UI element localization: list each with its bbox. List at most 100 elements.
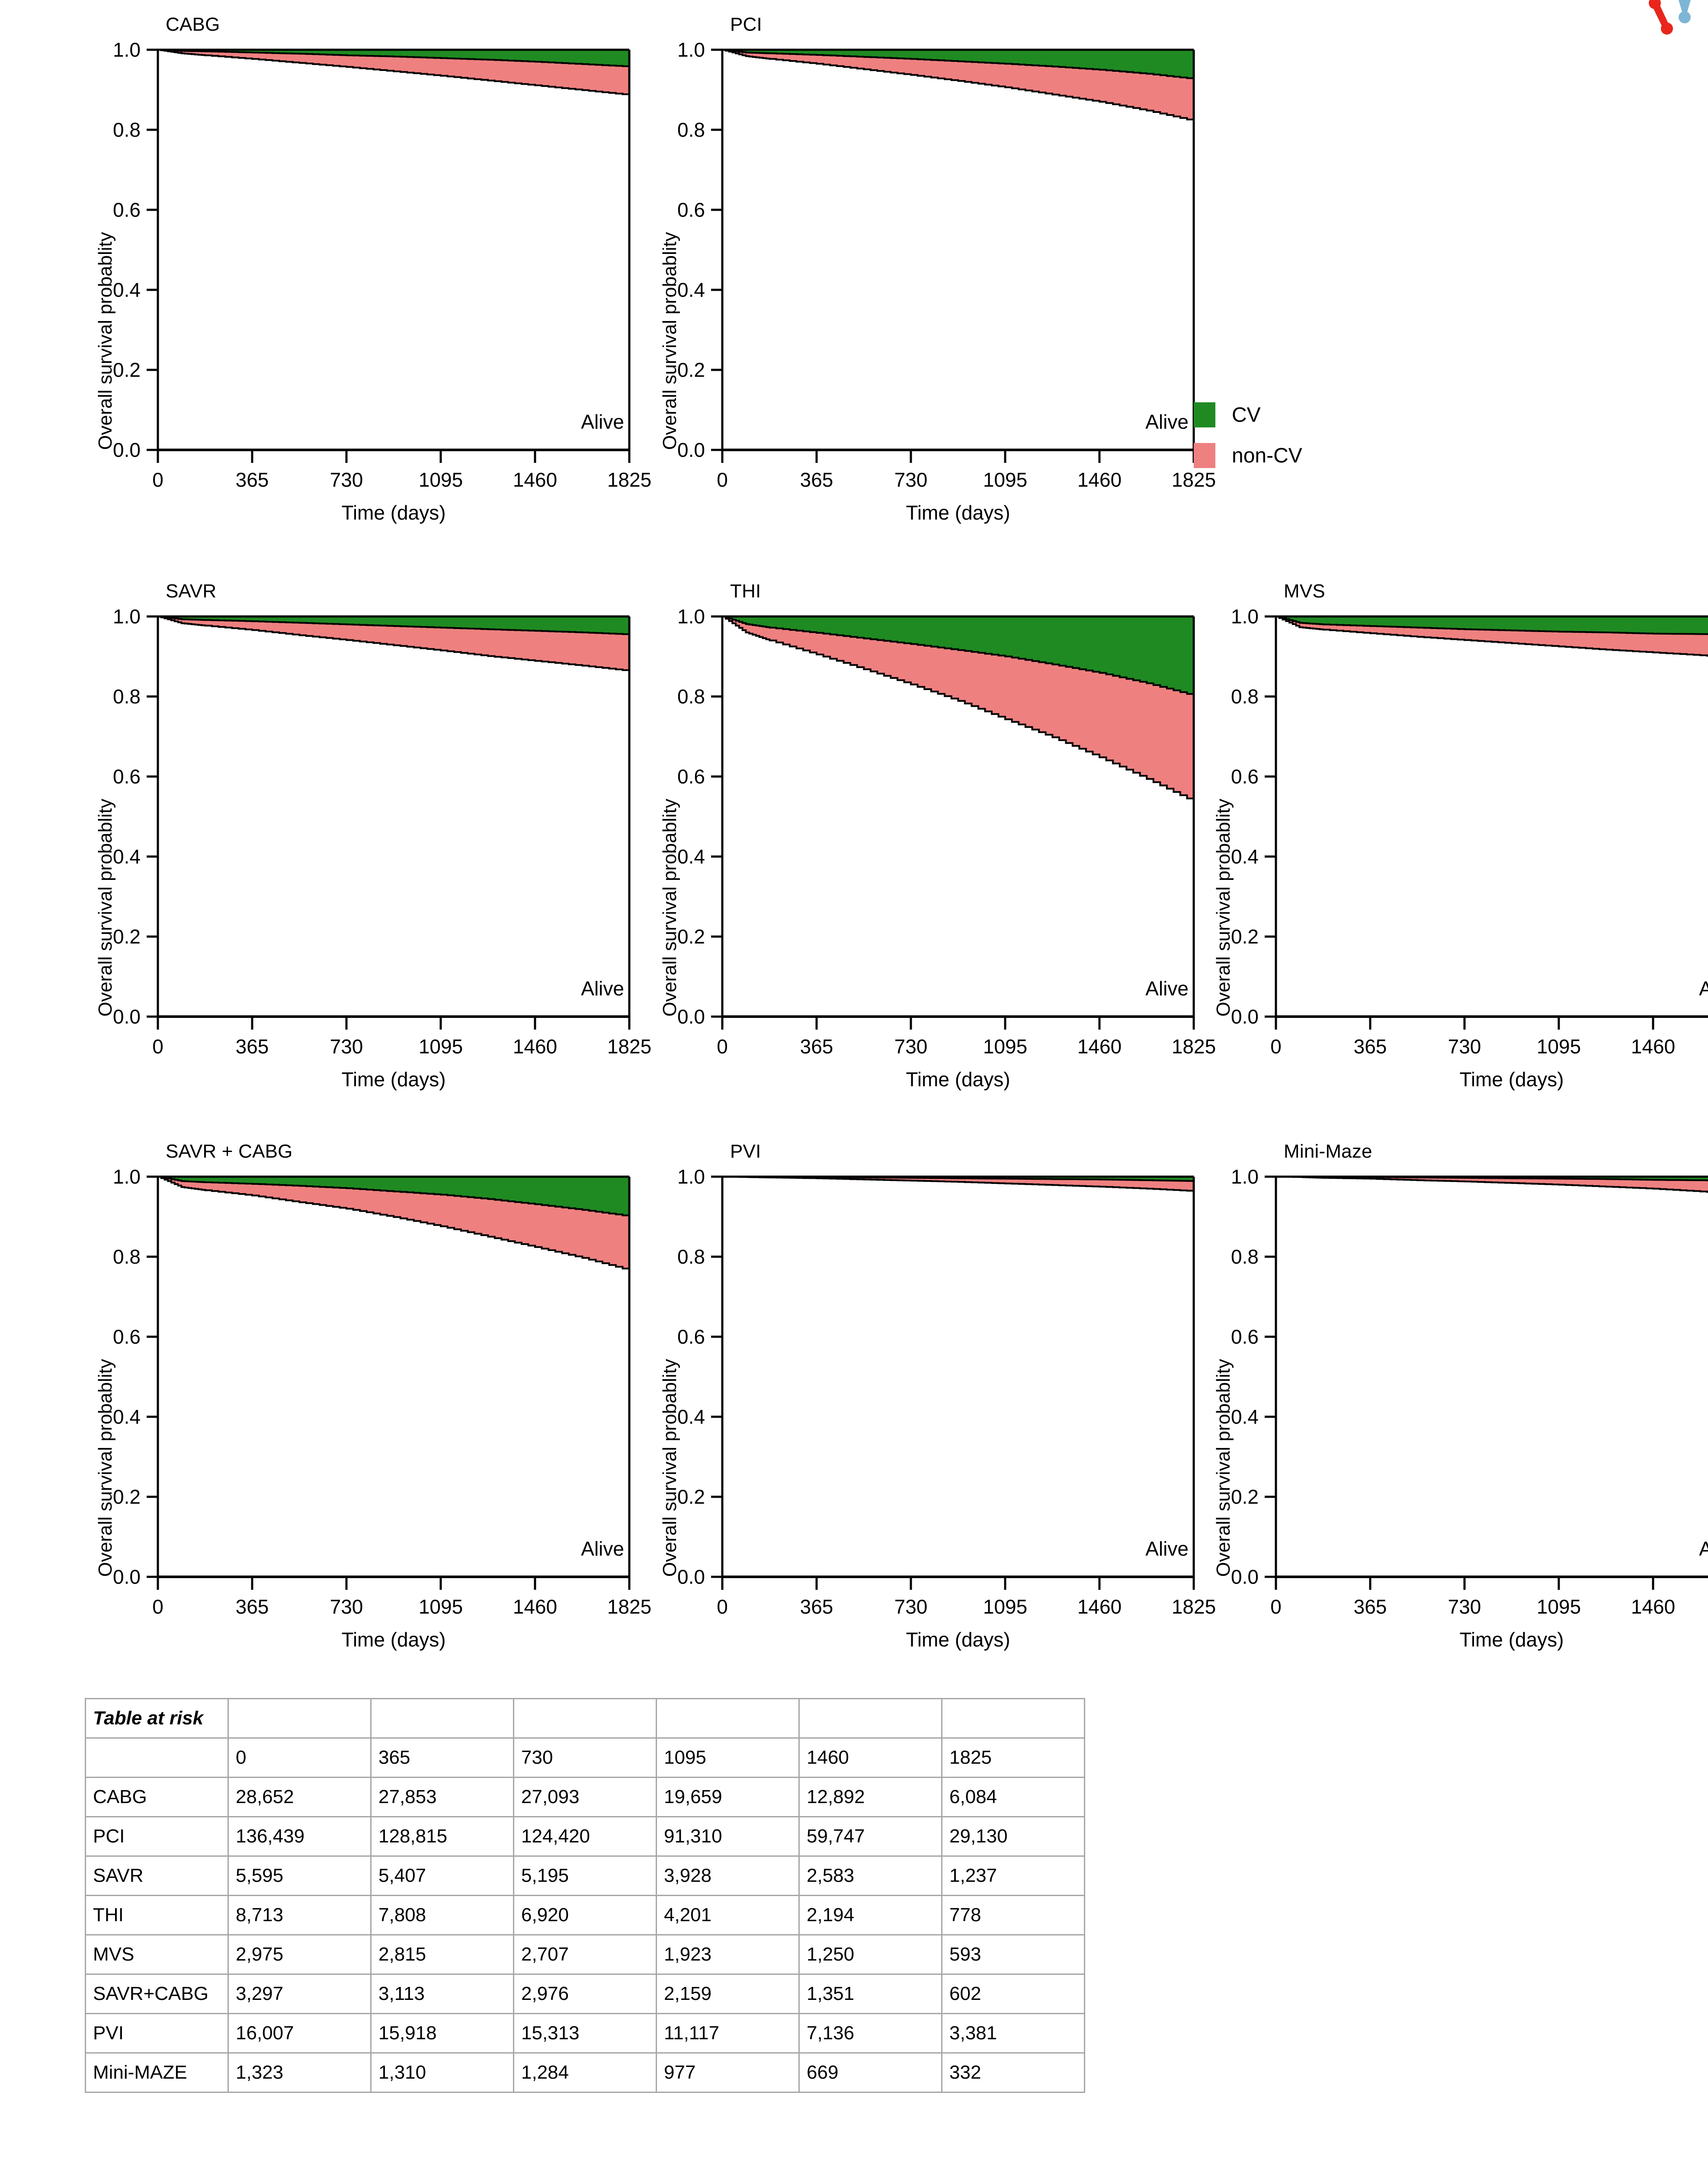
panel-title: PVI <box>730 1141 761 1162</box>
non-cv-area <box>722 50 1194 121</box>
y-tick-label: 0.2 <box>113 359 141 381</box>
table-cell-value: 3,928 <box>656 1855 800 1896</box>
y-tick-label: 1.0 <box>677 1165 705 1188</box>
y-tick-label: 0.0 <box>677 439 705 461</box>
table-row-label: PVI <box>85 2013 229 2054</box>
x-axis-label: Time (days) <box>906 501 1010 524</box>
table-cell-value: 332 <box>941 2052 1085 2093</box>
panel-thi: THI Overall survival probablity 1.0 0.8 0.6 0… <box>640 571 1216 1129</box>
panel-mini-maze: Mini-Maze Overall survival probablity 1.0 0… <box>1194 1131 1708 1689</box>
table-cell-value: 3,297 <box>228 1974 372 2014</box>
table-cell-value: 4,201 <box>656 1895 800 1935</box>
table-row: PVI 16,007 15,918 15,313 11,117 7,136 3,381 <box>85 2013 1085 2054</box>
cv-boundary-line <box>158 49 630 67</box>
overall-survival-line <box>158 49 630 95</box>
table-cell-value: 7,136 <box>798 2013 942 2054</box>
table-cell-value: 1,284 <box>513 2052 657 2093</box>
non-cv-area <box>1276 1177 1708 1192</box>
y-tick-label: 0.0 <box>113 1005 141 1028</box>
y-tick-label: 1.0 <box>113 605 141 628</box>
x-tick-label: 365 <box>1353 1595 1387 1618</box>
table-cell-value: 2,976 <box>513 1974 657 2014</box>
risk-table: Table at risk 0 365 730 1095 1460 1825 CABG 28,… <box>85 1698 1085 2093</box>
y-tick-label: 1.0 <box>113 39 141 61</box>
cv-area <box>158 1177 629 1216</box>
table-cell-value: 1,923 <box>656 1934 800 1975</box>
cv-boundary-line <box>1276 616 1708 635</box>
y-tick-label: 0.6 <box>113 199 141 221</box>
table-row: CABG 28,652 27,853 27,093 19,659 12,892 6,084 <box>85 1777 1085 1817</box>
table-cell-value: 29,130 <box>941 1816 1085 1857</box>
x-tick-label: 0 <box>717 469 728 491</box>
table-cell-value: 3,381 <box>941 2013 1085 2054</box>
table-cell-value: 778 <box>941 1895 1085 1935</box>
x-tick-label: 1095 <box>418 469 463 491</box>
overall-survival-line <box>722 49 1195 121</box>
table-header-time: 730 <box>513 1737 657 1778</box>
table-at-risk-title: Table at risk <box>85 1698 229 1739</box>
cv-boundary-line <box>722 49 1195 79</box>
table-cell-value: 5,595 <box>228 1855 372 1896</box>
y-tick-label: 0.2 <box>677 359 705 381</box>
table-cell-value: 19,659 <box>656 1777 800 1817</box>
survival-plot <box>1265 1175 1708 1590</box>
x-tick-label: 730 <box>894 1035 928 1058</box>
table-row-title: Table at risk <box>85 1698 1085 1739</box>
y-tick-label: 0.8 <box>677 119 705 141</box>
x-tick-label: 1460 <box>513 1035 558 1058</box>
cv-boundary-line <box>158 1176 630 1216</box>
x-tick-label: 1095 <box>418 1035 463 1058</box>
x-tick-label: 0 <box>152 1035 163 1058</box>
table-cell-value: 5,407 <box>370 1855 514 1896</box>
panel-title: Mini-Maze <box>1284 1141 1372 1162</box>
table-header-time: 365 <box>370 1737 514 1778</box>
table-cell-value: 2,975 <box>228 1934 372 1975</box>
overall-survival-line <box>1276 616 1708 657</box>
x-axis-label: Time (days) <box>341 1628 446 1651</box>
table-row: SAVR+CABG 3,297 3,113 2,976 2,159 1,351 602 <box>85 1974 1085 2014</box>
table-cell-value: 2,194 <box>798 1895 942 1935</box>
panel-title: SAVR + CABG <box>166 1141 293 1162</box>
cv-boundary-line <box>158 616 630 635</box>
x-tick-label: 0 <box>1270 1035 1282 1058</box>
x-tick-label: 365 <box>235 1035 269 1058</box>
y-tick-label: 0.2 <box>1231 925 1259 948</box>
table-cell-blank <box>513 1698 657 1739</box>
alive-annotation: Alive <box>1145 411 1189 433</box>
y-tick-label: 1.0 <box>1231 605 1259 628</box>
y-tick-label: 0.8 <box>1231 1245 1259 1268</box>
y-tick-label: 0.2 <box>113 1486 141 1508</box>
cv-boundary-line <box>722 616 1195 696</box>
y-tick-label: 0.0 <box>1231 1566 1259 1588</box>
table-row: Mini-MAZE 1,323 1,310 1,284 977 669 332 <box>85 2052 1085 2093</box>
x-tick-label: 365 <box>800 1035 833 1058</box>
panel-title: CABG <box>166 14 220 35</box>
table-header-time: 0 <box>228 1737 372 1778</box>
x-tick-label: 0 <box>717 1595 728 1618</box>
overall-survival-line <box>158 616 630 671</box>
table-cell-value: 91,310 <box>656 1816 800 1857</box>
table-row-label: CABG <box>85 1777 229 1817</box>
table-cell-value: 977 <box>656 2052 800 2093</box>
survival-plot <box>1265 615 1708 1030</box>
x-tick-label: 1460 <box>1631 1595 1676 1618</box>
x-tick-label: 1095 <box>418 1595 463 1618</box>
table-row-label: PCI <box>85 1816 229 1857</box>
cv-area <box>1276 616 1708 634</box>
y-tick-label: 0.8 <box>1231 685 1259 708</box>
panel-pci: PCI Overall survival probablity 1.0 0.8 0.6 0… <box>640 4 1216 562</box>
survival-plot <box>147 615 631 1030</box>
x-tick-label: 1460 <box>1077 469 1122 491</box>
table-cell-value: 12,892 <box>798 1777 942 1817</box>
x-tick-label: 1825 <box>1171 1035 1216 1058</box>
y-tick-label: 0.0 <box>677 1566 705 1588</box>
y-tick-label: 0.4 <box>677 1406 705 1428</box>
overall-survival-line <box>722 616 1195 802</box>
y-tick-label: 1.0 <box>677 605 705 628</box>
x-tick-label: 1825 <box>607 1595 652 1618</box>
panel-mvs: MVS Overall survival probablity 1.0 0.8 0.6 0… <box>1194 571 1708 1129</box>
x-tick-label: 730 <box>330 1035 363 1058</box>
panel-title: PCI <box>730 14 762 35</box>
x-tick-label: 1825 <box>1171 1595 1216 1618</box>
x-axis-label: Time (days) <box>1459 1068 1564 1091</box>
